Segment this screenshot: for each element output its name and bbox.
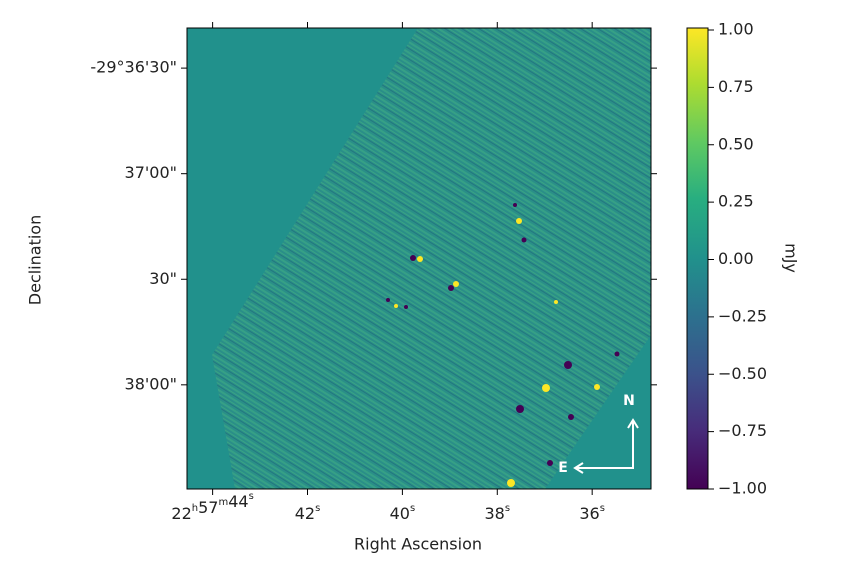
colorbar-tick-label: 0.25	[718, 192, 754, 211]
y-axis-label: Declination	[26, 215, 45, 305]
x-tick-label: 22h57m44s	[171, 491, 253, 523]
colorbar-label: mJy	[782, 243, 801, 273]
y-tick-label: 38'00"	[125, 374, 177, 393]
x-tick-label: 40s	[390, 503, 416, 523]
colorbar-tick-label: −0.25	[718, 306, 767, 325]
colorbar-tick-label: −0.75	[718, 421, 767, 440]
image	[187, 28, 651, 489]
x-tick-label: 38s	[484, 503, 510, 523]
y-tick-label: -29°36'30"	[90, 58, 177, 77]
compass-east: E	[558, 460, 568, 476]
y-tick-label: 30"	[149, 269, 177, 288]
compass	[573, 418, 639, 474]
plot-frame	[186, 27, 652, 490]
colorbar-tick-label: −0.50	[718, 364, 767, 383]
x-axis-label: Right Ascension	[354, 535, 482, 554]
colorbar	[686, 27, 709, 490]
colorbar-tick-label: 1.00	[718, 20, 754, 39]
x-tick-label: 36s	[579, 503, 605, 523]
colorbar-tick-label: 0.75	[718, 77, 754, 96]
colorbar-tick-label: 0.00	[718, 249, 754, 268]
colorbar-tick-label: 0.50	[718, 134, 754, 153]
compass-north: N	[623, 393, 635, 409]
x-tick-label: 42s	[295, 503, 321, 523]
colorbar-tick-label: −1.00	[718, 479, 767, 498]
y-tick-label: 37'00"	[125, 163, 177, 182]
